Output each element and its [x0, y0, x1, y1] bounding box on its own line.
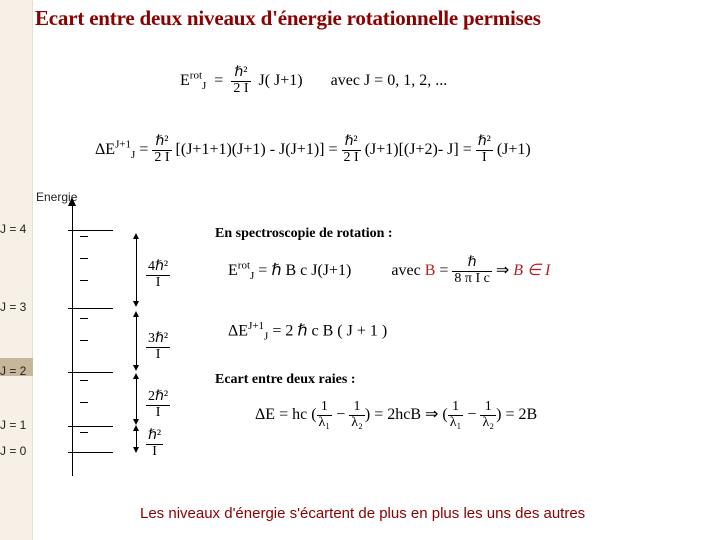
- energy-level-j3: [68, 308, 113, 309]
- gap-label: 4ℏ²I: [146, 260, 170, 290]
- energy-level-j2: [68, 372, 113, 373]
- gap-arrow: [136, 238, 137, 302]
- energy-level-label: J = 4: [0, 222, 26, 236]
- page-title: Ecart entre deux niveaux d'énergie rotat…: [35, 6, 541, 31]
- eq-delta-2hcb: ΔEJ+1J = 2 ℏ c B ( J + 1 ): [228, 320, 387, 343]
- gap-label: ℏ²I: [146, 429, 163, 459]
- eq-raies: ΔE = hc (1λ₁ − 1λ₂) = 2hcB ⇒ (1λ₁ − 1λ₂)…: [255, 400, 537, 430]
- bottom-conclusion: Les niveaux d'énergie s'écartent de plus…: [140, 505, 585, 522]
- level-tick: [80, 258, 88, 259]
- energy-level-label: J = 0: [0, 444, 26, 458]
- level-tick: [80, 236, 88, 237]
- energy-level-j1: [68, 426, 113, 427]
- energy-level-label: J = 2: [0, 364, 26, 378]
- subheading-ecart: Ecart entre deux raies :: [215, 372, 355, 388]
- energy-diagram: Energie J = 4J = 3J = 2J = 1J = 04ℏ²I3ℏ²…: [36, 200, 221, 490]
- energy-level-j4: [68, 230, 113, 231]
- gap-arrow: [136, 316, 137, 366]
- left-bar: [0, 0, 33, 540]
- eq-spectro: ErotJ = ℏ B c J(J+1) avec B = ℏ8 π I c ⇒…: [228, 256, 550, 286]
- energy-level-j0: [68, 452, 113, 453]
- level-tick: [80, 402, 88, 403]
- energy-level-label: J = 1: [0, 418, 26, 432]
- eq-ej: ErotJ = ℏ²2 I J( J+1) avec J = 0, 1, 2, …: [180, 66, 447, 96]
- gap-label: 3ℏ²I: [146, 332, 170, 362]
- level-tick: [80, 432, 88, 433]
- level-tick: [80, 280, 88, 281]
- level-tick: [80, 318, 88, 319]
- eq-delta-e: ΔEJ+1J = ℏ²2 I [(J+1+1)(J+1) - J(J+1)] =…: [95, 135, 705, 165]
- energy-axis: [72, 204, 73, 476]
- subheading-spectroscopie: En spectroscopie de rotation :: [215, 226, 393, 242]
- energy-level-label: J = 3: [0, 300, 26, 314]
- level-tick: [80, 340, 88, 341]
- gap-arrow: [136, 430, 137, 448]
- gap-arrow: [136, 378, 137, 420]
- level-tick: [80, 380, 88, 381]
- gap-label: 2ℏ²I: [146, 390, 170, 420]
